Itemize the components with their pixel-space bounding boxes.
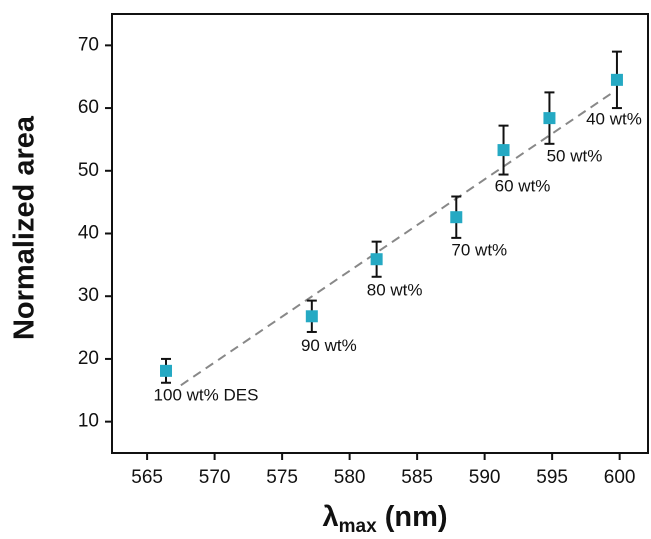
y-tick-label: 70 xyxy=(78,34,99,55)
x-tick-label: 570 xyxy=(199,467,231,488)
marker xyxy=(497,144,510,157)
point-label: 40 wt% xyxy=(586,109,642,128)
y-tick-label: 50 xyxy=(78,160,99,181)
y-tick-label: 20 xyxy=(78,348,99,369)
x-tick-label: 595 xyxy=(536,467,568,488)
fit-line xyxy=(180,91,614,387)
point-label: 70 wt% xyxy=(451,241,507,260)
point-label: 60 wt% xyxy=(495,177,551,196)
x-tick-label: 580 xyxy=(334,467,366,488)
x-tick-label: 600 xyxy=(604,467,636,488)
x-tick-label: 575 xyxy=(266,467,298,488)
y-tick-label: 60 xyxy=(78,97,99,118)
point-label: 90 wt% xyxy=(301,336,357,355)
marker xyxy=(370,253,383,266)
x-tick-label: 590 xyxy=(469,467,501,488)
y-tick-label: 30 xyxy=(78,285,99,306)
marker xyxy=(543,112,556,125)
marker xyxy=(160,364,173,377)
x-axis-label: λmax (nm) xyxy=(322,501,447,537)
marker xyxy=(450,211,463,224)
y-tick-label: 40 xyxy=(78,223,99,244)
point-label: 50 wt% xyxy=(547,147,603,166)
y-axis-label: Normalized area xyxy=(9,115,41,340)
point-label: 80 wt% xyxy=(367,281,423,300)
marker xyxy=(610,73,623,86)
marker xyxy=(305,310,318,323)
y-tick-label: 10 xyxy=(78,411,99,432)
x-tick-label: 565 xyxy=(131,467,163,488)
x-tick-label: 585 xyxy=(401,467,433,488)
point-label: 100 wt% DES xyxy=(154,385,259,404)
